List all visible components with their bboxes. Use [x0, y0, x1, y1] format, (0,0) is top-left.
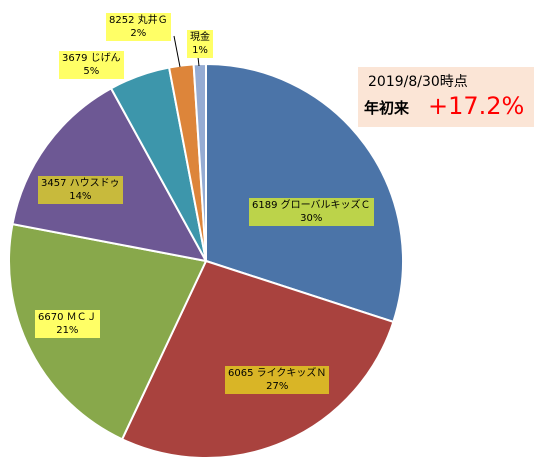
- slice-percent: 5%: [83, 66, 100, 77]
- slice-name: 6065 ライクキッズＮ: [228, 368, 327, 379]
- slice-percent: 21%: [56, 325, 79, 336]
- slice-percent: 30%: [300, 213, 323, 224]
- slice-label: 3457 ハウスドゥ 14%: [38, 176, 123, 204]
- ytd-return-box: 2019/8/30時点 年初来 +17.2%: [358, 67, 534, 127]
- slice-label: 8252 丸井Ｇ 2%: [106, 13, 171, 41]
- slice-percent: 14%: [69, 191, 92, 202]
- ytd-return-value: +17.2%: [428, 92, 525, 120]
- slice-name: 現金: [190, 32, 210, 43]
- ytd-label: 年初来: [364, 99, 410, 117]
- pie-slice: [205, 62, 404, 324]
- slice-percent: 27%: [266, 381, 289, 392]
- leader-line: [173, 35, 181, 68]
- slice-name: 6189 グローバルキッズＣ: [252, 200, 371, 211]
- slice-percent: 1%: [192, 45, 208, 56]
- slice-label: 現金 1%: [187, 30, 213, 58]
- slice-percent: 2%: [130, 28, 147, 39]
- slice-label: 6189 グローバルキッズＣ 30%: [249, 198, 374, 226]
- slice-label: 3679 じげん 5%: [59, 51, 124, 79]
- pie-slice: [192, 62, 207, 262]
- slice-name: 8252 丸井Ｇ: [109, 15, 168, 26]
- as-of-date: 2019/8/30時点: [368, 74, 468, 90]
- slice-name: 3457 ハウスドゥ: [41, 178, 120, 189]
- pie-slice: [11, 87, 208, 263]
- slice-name: 3679 じげん: [62, 53, 121, 64]
- leader-line: [197, 56, 200, 67]
- slice-name: 6670 ＭＣＪ: [38, 312, 97, 323]
- pie-slice: [120, 259, 395, 459]
- pie-slice: [8, 222, 208, 441]
- slice-label: 6670 ＭＣＪ 21%: [35, 310, 100, 338]
- slice-label: 6065 ライクキッズＮ 27%: [225, 366, 330, 394]
